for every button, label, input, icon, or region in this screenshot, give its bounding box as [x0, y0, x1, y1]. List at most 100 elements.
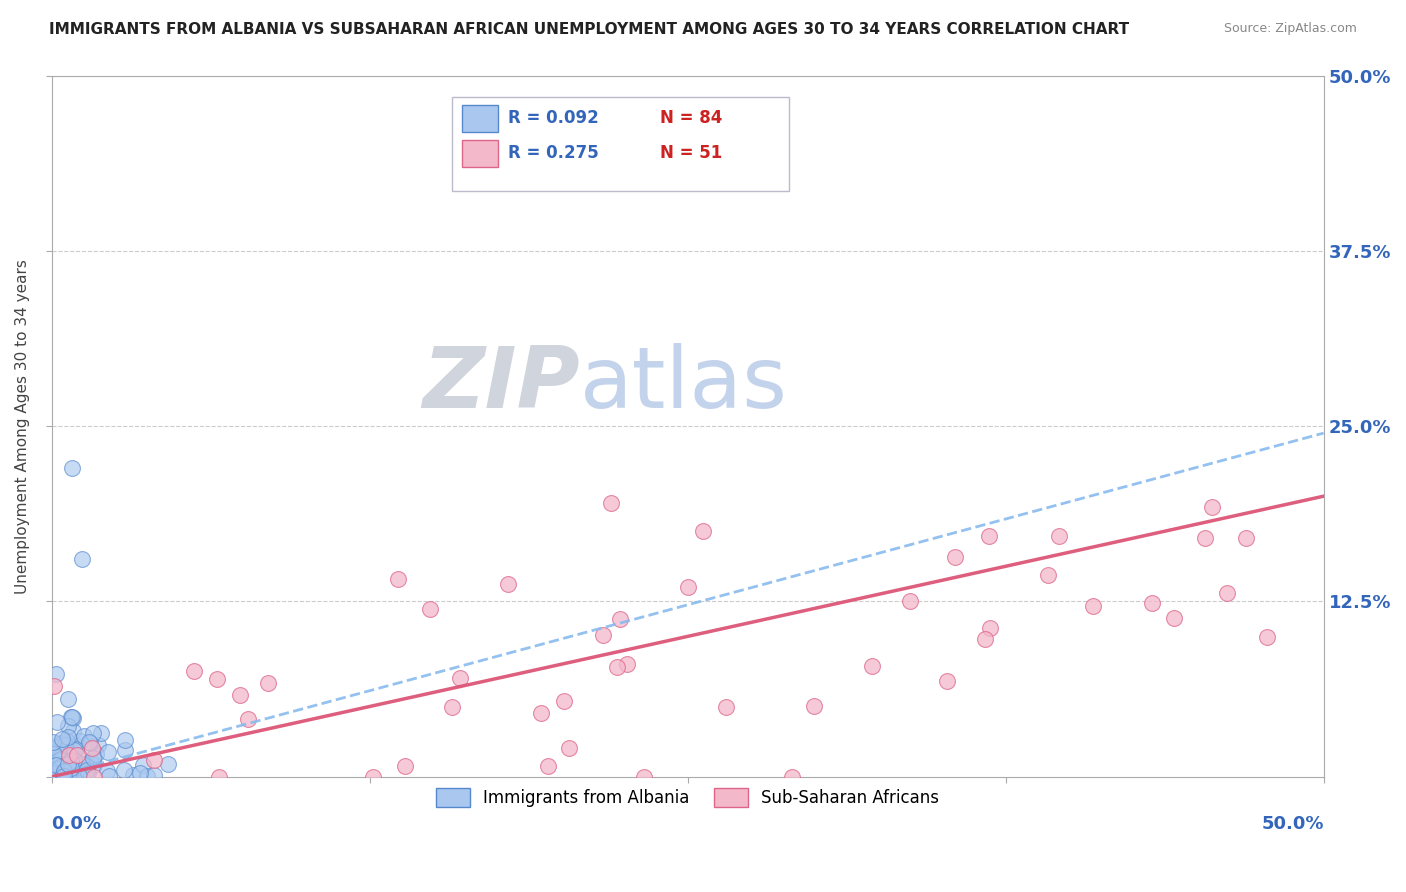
- Point: [132, 757, 155, 772]
- Point: [496, 577, 519, 591]
- Point: [70, 757, 93, 772]
- Point: [1194, 531, 1216, 545]
- Point: [419, 602, 441, 616]
- Point: [1234, 531, 1257, 545]
- Legend: Immigrants from Albania, Sub-Saharan Africans: Immigrants from Albania, Sub-Saharan Afr…: [430, 781, 946, 814]
- Point: [898, 594, 921, 608]
- Point: [66, 747, 89, 762]
- Point: [183, 665, 205, 679]
- Point: [58, 764, 80, 779]
- Point: [59, 754, 82, 768]
- Text: IMMIGRANTS FROM ALBANIA VS SUBSAHARAN AFRICAN UNEMPLOYMENT AMONG AGES 30 TO 34 Y: IMMIGRANTS FROM ALBANIA VS SUBSAHARAN AF…: [49, 22, 1129, 37]
- Point: [70, 552, 93, 566]
- Point: [1216, 585, 1239, 599]
- Point: [76, 763, 98, 777]
- Point: [1163, 611, 1185, 625]
- Point: [45, 666, 67, 681]
- Point: [48, 753, 70, 767]
- Point: [63, 769, 86, 783]
- Point: [943, 549, 966, 564]
- Point: [616, 657, 638, 672]
- Point: [135, 769, 157, 783]
- Point: [59, 765, 82, 780]
- Point: [45, 758, 67, 772]
- Point: [48, 750, 70, 764]
- Point: [66, 764, 89, 779]
- Point: [44, 680, 66, 694]
- Point: [229, 688, 252, 702]
- FancyBboxPatch shape: [453, 96, 789, 191]
- Point: [49, 736, 72, 750]
- Point: [97, 745, 120, 759]
- Point: [55, 763, 77, 777]
- Point: [59, 768, 82, 782]
- Point: [56, 731, 79, 745]
- Point: [361, 770, 384, 784]
- Point: [42, 746, 65, 760]
- Point: [600, 496, 623, 510]
- Text: Source: ZipAtlas.com: Source: ZipAtlas.com: [1223, 22, 1357, 36]
- Point: [41, 765, 63, 780]
- Point: [1081, 599, 1104, 614]
- Point: [75, 769, 97, 783]
- Point: [440, 700, 463, 714]
- Point: [77, 765, 100, 780]
- Point: [42, 756, 65, 770]
- Point: [537, 759, 560, 773]
- Point: [553, 694, 575, 708]
- Bar: [463, 105, 498, 132]
- Point: [73, 729, 96, 743]
- Point: [558, 741, 581, 756]
- Point: [48, 760, 70, 774]
- Point: [46, 765, 69, 780]
- Point: [84, 747, 107, 761]
- Point: [46, 714, 69, 729]
- Point: [77, 735, 100, 749]
- Point: [609, 612, 631, 626]
- Point: [60, 754, 83, 768]
- Point: [257, 676, 280, 690]
- Point: [979, 621, 1001, 635]
- Point: [449, 671, 471, 685]
- Point: [633, 770, 655, 784]
- Point: [780, 770, 803, 784]
- Point: [1201, 500, 1223, 514]
- Point: [83, 758, 105, 772]
- Point: [51, 736, 73, 750]
- Point: [52, 766, 75, 780]
- Point: [1047, 529, 1070, 543]
- Point: [143, 753, 166, 767]
- Point: [96, 764, 118, 778]
- Point: [63, 753, 86, 767]
- Text: N = 84: N = 84: [659, 110, 721, 128]
- Point: [394, 759, 416, 773]
- Point: [129, 766, 152, 780]
- Point: [87, 738, 110, 752]
- Point: [236, 712, 259, 726]
- Text: 50.0%: 50.0%: [1261, 815, 1323, 833]
- Point: [82, 751, 104, 765]
- Point: [56, 756, 79, 771]
- Point: [55, 766, 77, 780]
- Point: [1140, 596, 1163, 610]
- Point: [974, 632, 997, 646]
- Point: [51, 751, 73, 765]
- Point: [977, 529, 1000, 543]
- Point: [60, 461, 83, 475]
- Point: [79, 736, 101, 750]
- Point: [82, 725, 104, 739]
- Point: [65, 742, 87, 756]
- Text: R = 0.275: R = 0.275: [508, 145, 599, 162]
- Text: R = 0.092: R = 0.092: [508, 110, 599, 128]
- Point: [58, 719, 80, 733]
- Point: [69, 734, 91, 748]
- Point: [98, 769, 121, 783]
- Point: [592, 628, 614, 642]
- Point: [387, 572, 409, 586]
- Point: [48, 766, 70, 780]
- Point: [1038, 568, 1060, 582]
- Point: [1256, 630, 1278, 644]
- Point: [606, 660, 628, 674]
- Text: 0.0%: 0.0%: [52, 815, 101, 833]
- Point: [52, 766, 75, 780]
